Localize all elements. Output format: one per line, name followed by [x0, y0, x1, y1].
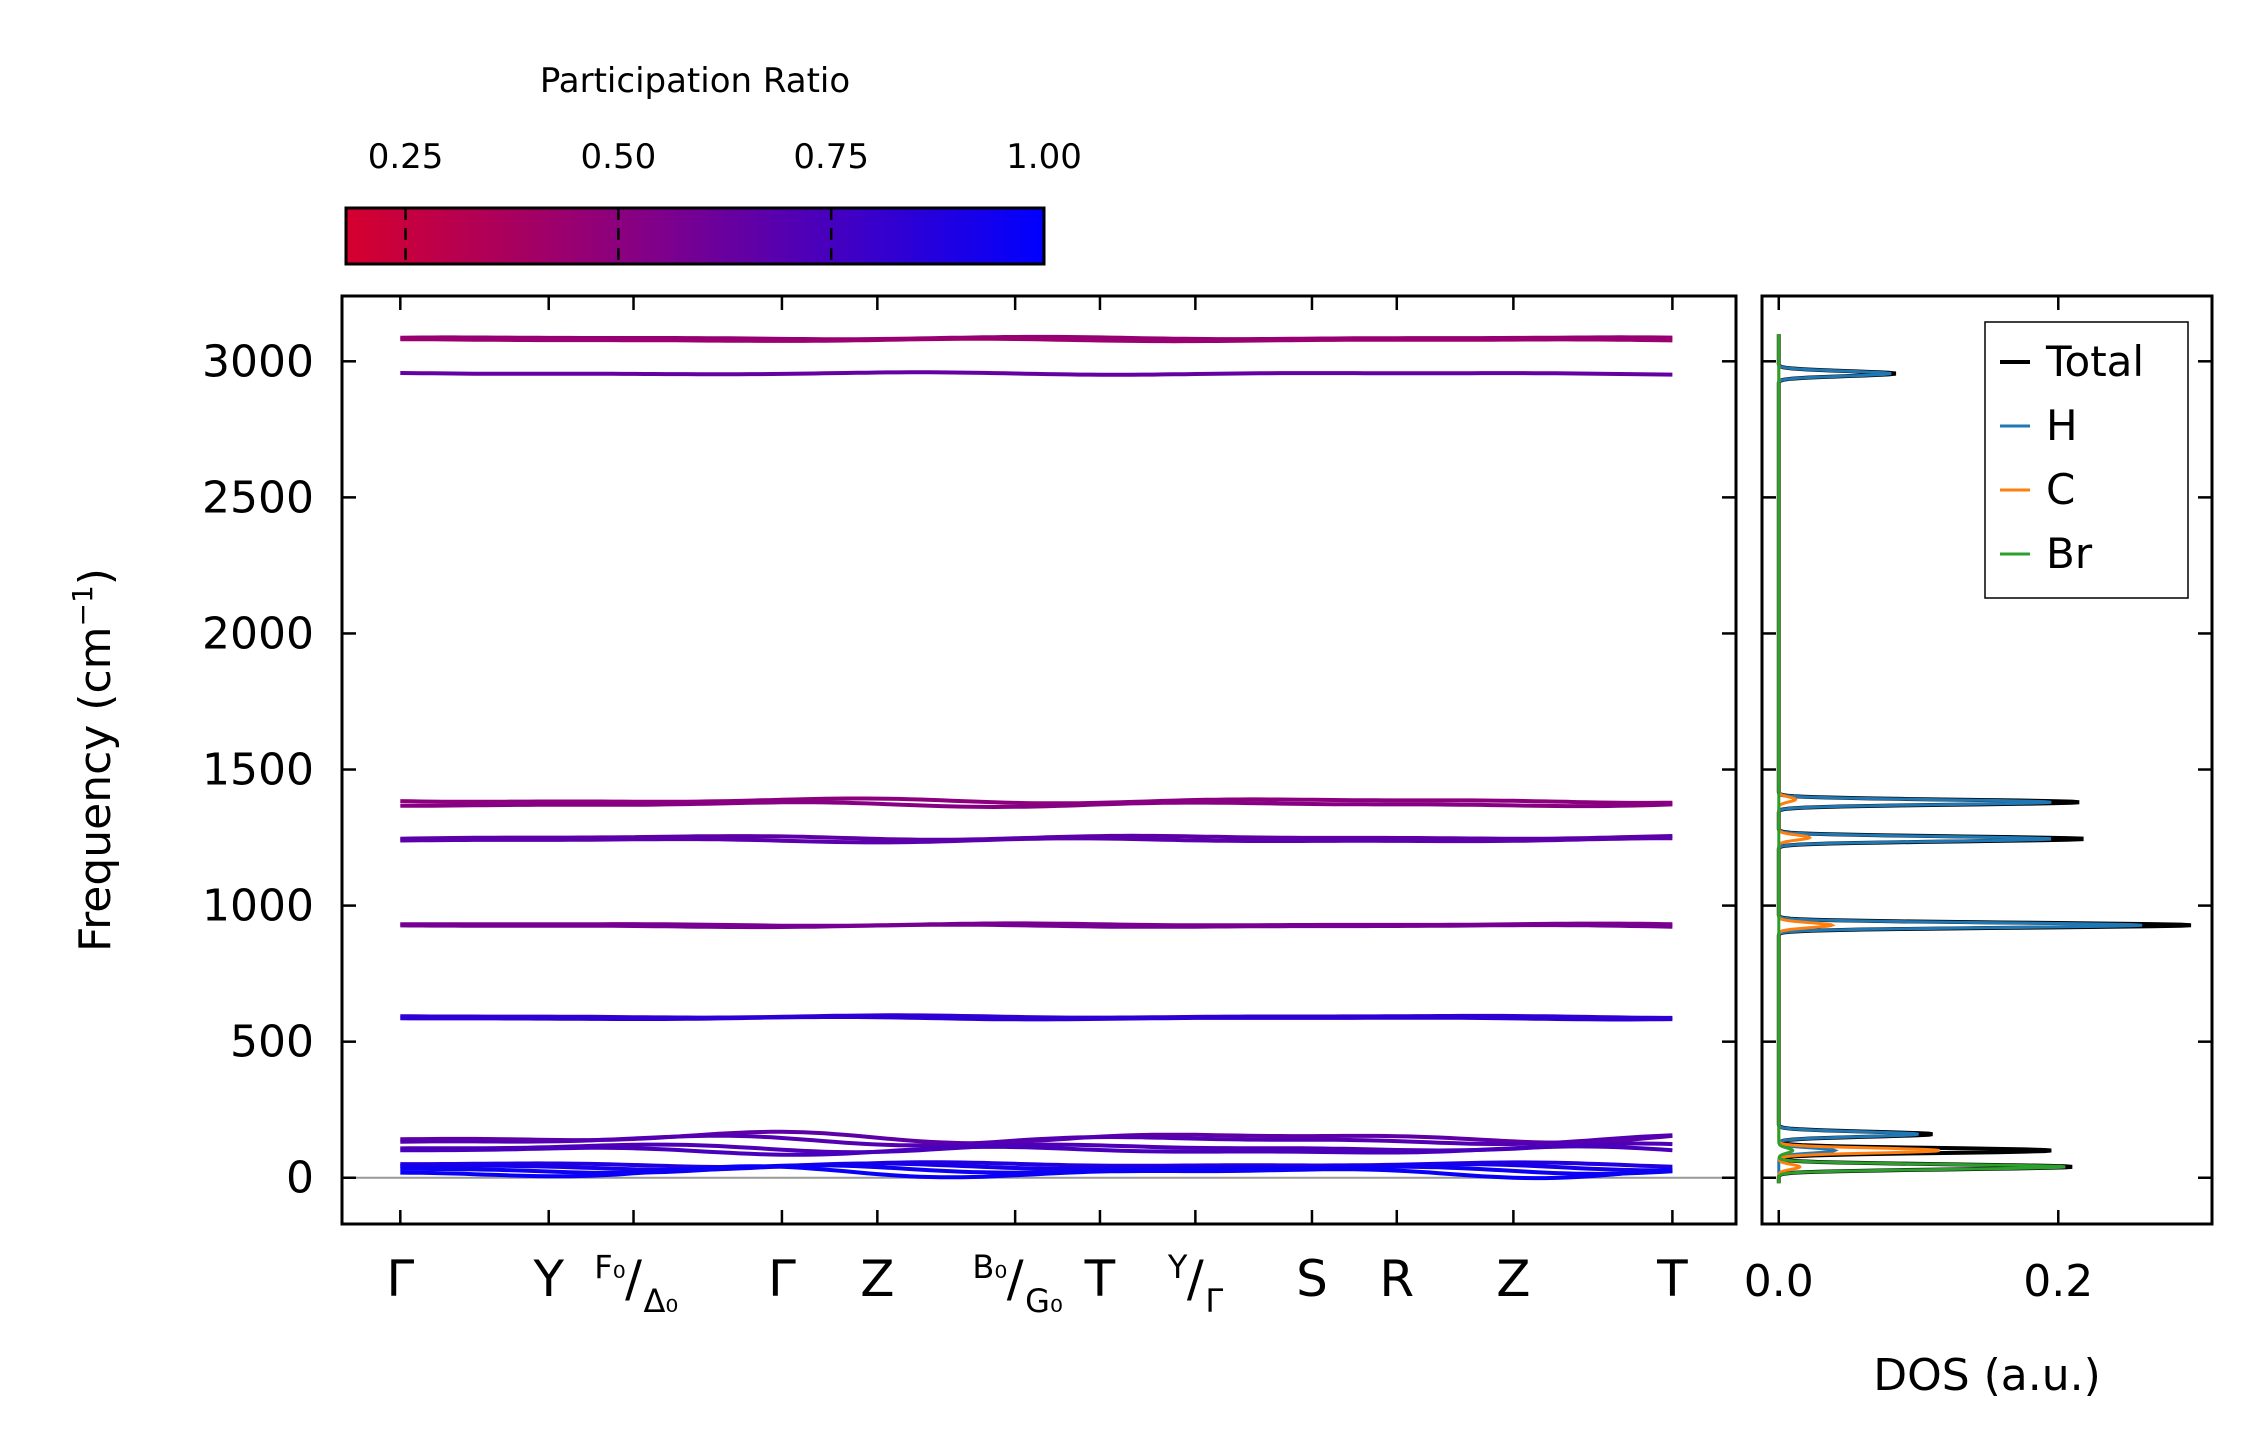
x-tick-label: Γ	[386, 1250, 414, 1308]
phonon-band	[400, 922, 1673, 930]
y-tick-label: 1500	[202, 745, 314, 796]
colorbar-gradient	[344, 206, 1046, 266]
y-tick-label: 3000	[202, 336, 314, 387]
dos-x-tick-label: 0.2	[2023, 1256, 2093, 1307]
colorbar-tick-label: 1.00	[1006, 137, 1082, 177]
dos-x-tick-label: 0.0	[1744, 1256, 1814, 1307]
y-axis-label: Frequency (cm−1)	[66, 568, 121, 952]
x-tick-label: S	[1296, 1250, 1328, 1308]
phonon-band	[400, 370, 1673, 377]
colorbar-tick-label: 0.25	[368, 137, 444, 177]
x-tick-label: Γ	[768, 1250, 796, 1308]
phonon-band	[400, 1133, 1673, 1148]
y-tick-label: 500	[230, 1017, 314, 1068]
legend-label: Br	[2046, 529, 2093, 578]
x-tick-label-sup: Y	[1167, 1248, 1188, 1286]
legend-label: Total	[2045, 337, 2144, 386]
colorbar: Participation Ratio 0.25 0.50 0.75 1.00	[344, 61, 1082, 266]
x-tick-label: /	[1007, 1250, 1024, 1308]
phonon-band	[400, 1144, 1673, 1157]
x-tick-label-sub: Δ₀	[644, 1282, 679, 1320]
phonon-band	[400, 1015, 1673, 1022]
dos-curve-c	[1777, 334, 1940, 1184]
x-tick-label: Z	[860, 1250, 894, 1308]
x-axis-label-dos: DOS (a.u.)	[1873, 1350, 2101, 1401]
y-tick-label: 0	[286, 1153, 314, 1204]
x-tick-label: /	[625, 1250, 642, 1308]
dos-curve-br	[1777, 334, 2066, 1184]
x-tick-label: Y	[532, 1250, 564, 1308]
x-tick-label: Z	[1496, 1250, 1530, 1308]
phonon-band	[400, 336, 1673, 344]
x-tick-label: T	[1084, 1250, 1116, 1308]
legend-label: H	[2046, 401, 2078, 450]
x-tick-label-sup: B₀	[972, 1248, 1007, 1286]
legend: Total HC Br	[1984, 321, 2189, 599]
x-tick-label: R	[1379, 1250, 1414, 1308]
x-tick-label: T	[1656, 1250, 1688, 1308]
dos-panel: 0.0 0.2 DOS (a.u.) Total HC Br	[1744, 294, 2214, 1401]
y-tick-label: 1000	[202, 881, 314, 932]
x-tick-label: /	[1187, 1250, 1204, 1308]
band-panel-frame	[340, 294, 1738, 1226]
colorbar-tick-label: 0.50	[581, 137, 657, 177]
phonon-band	[400, 800, 1673, 810]
phonon-band	[400, 796, 1673, 806]
y-tick-label: 2000	[202, 608, 314, 659]
x-tick-label-sub: G₀	[1025, 1282, 1063, 1320]
colorbar-tick-label: 0.75	[793, 137, 869, 177]
phonon-band	[400, 1161, 1673, 1173]
legend-box	[1984, 321, 2189, 599]
colorbar-title: Participation Ratio	[540, 61, 850, 101]
y-tick-label: 2500	[202, 472, 314, 523]
dos-panel-frame	[1760, 294, 2214, 1226]
x-tick-label-sub: Γ	[1205, 1282, 1223, 1320]
x-tick-label-sup: F₀	[594, 1248, 625, 1286]
legend-label: C	[2046, 465, 2075, 514]
phonon-band	[400, 1164, 1673, 1181]
phonon-band	[400, 836, 1673, 845]
